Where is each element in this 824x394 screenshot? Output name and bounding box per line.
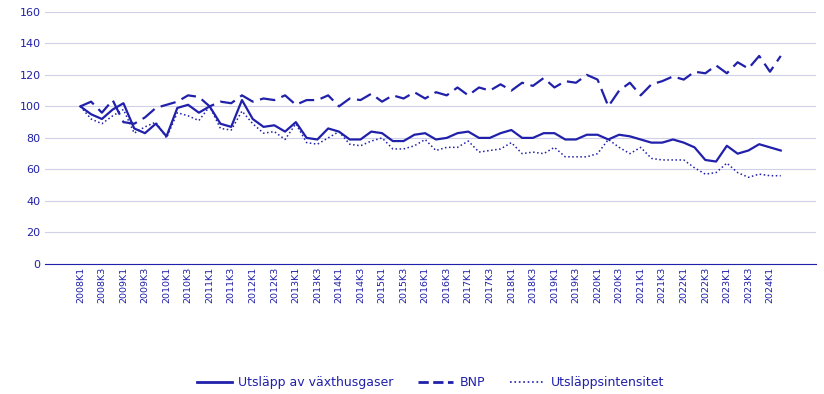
BNP xyxy=(259,96,269,101)
Utsläppsintensitet xyxy=(722,161,732,165)
Line: BNP: BNP xyxy=(80,56,780,124)
Utsläpp av växthusgaser xyxy=(302,136,311,140)
Utsläpp av växthusgaser xyxy=(399,139,409,143)
Line: Utsläpp av växthusgaser: Utsläpp av växthusgaser xyxy=(80,100,780,162)
BNP xyxy=(140,115,150,120)
Utsläppsintensitet xyxy=(377,136,387,140)
Utsläppsintensitet xyxy=(248,121,258,126)
Utsläpp av växthusgaser xyxy=(711,159,721,164)
Utsläppsintensitet xyxy=(75,104,86,109)
BNP xyxy=(775,54,785,58)
Utsläpp av växthusgaser xyxy=(388,139,398,143)
Utsläpp av växthusgaser xyxy=(259,125,269,129)
Utsläppsintensitet xyxy=(291,121,301,126)
Utsläppsintensitet xyxy=(743,175,753,180)
Utsläpp av växthusgaser xyxy=(237,98,247,102)
Utsläpp av växthusgaser xyxy=(75,104,86,109)
BNP xyxy=(302,98,311,102)
Utsläpp av växthusgaser xyxy=(775,148,785,153)
Line: Utsläppsintensitet: Utsläppsintensitet xyxy=(80,106,780,177)
BNP xyxy=(399,96,409,101)
Utsläppsintensitet xyxy=(625,151,634,156)
Utsläppsintensitet xyxy=(129,131,139,136)
Utsläpp av växthusgaser xyxy=(635,137,645,142)
BNP xyxy=(754,54,764,58)
BNP xyxy=(75,104,86,109)
Utsläpp av växthusgaser xyxy=(129,126,139,131)
Utsläppsintensitet xyxy=(775,173,785,178)
BNP xyxy=(388,93,398,98)
BNP xyxy=(129,121,139,126)
Legend: Utsläpp av växthusgaser, BNP, Utsläppsintensitet: Utsläpp av växthusgaser, BNP, Utsläppsin… xyxy=(191,371,670,394)
BNP xyxy=(635,93,645,98)
